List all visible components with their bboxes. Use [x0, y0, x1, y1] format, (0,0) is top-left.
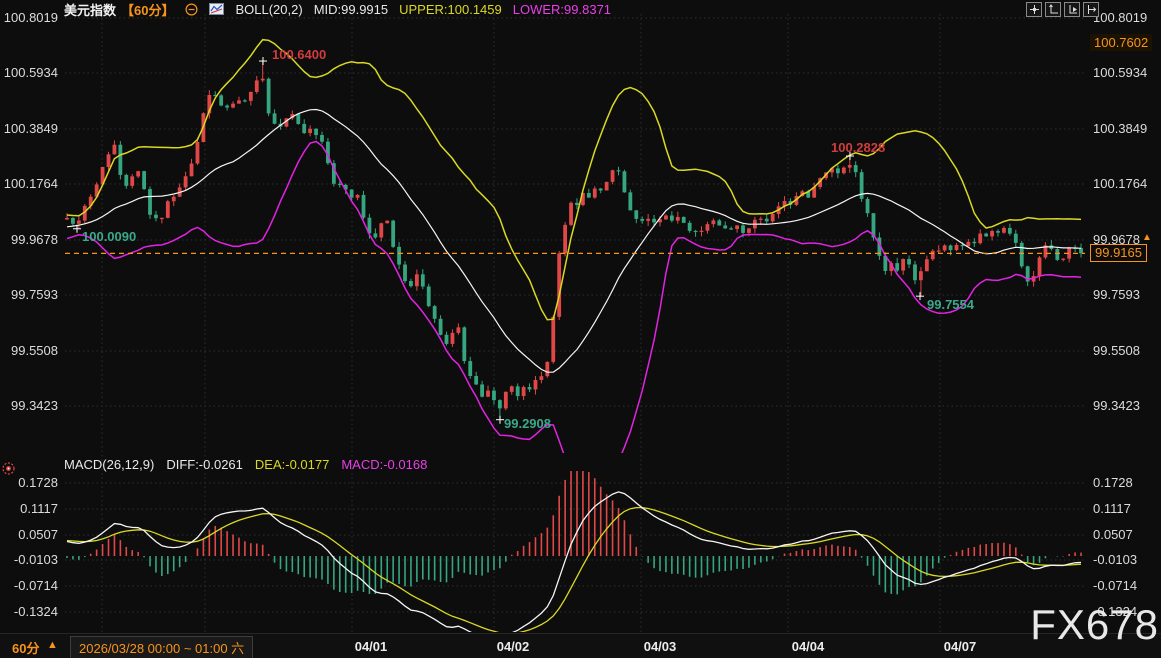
- price-annotation: 100.2828: [831, 140, 886, 155]
- date-range-box: 2026/03/28 00:00 ~ 01:00 六: [70, 636, 254, 658]
- session-high-label: 100.7602: [1090, 34, 1153, 51]
- macd-tick-label: -0.1324: [13, 604, 58, 619]
- price-tick-label: 99.3423: [1093, 398, 1140, 413]
- date-label: 04/03: [643, 639, 677, 654]
- price-tick-label: 100.5934: [3, 65, 58, 80]
- price-tick-label: 99.5508: [11, 343, 58, 358]
- chart-toolbar: [1026, 2, 1099, 17]
- last-price-box: 99.9165: [1090, 244, 1147, 262]
- macd-header: MACD(26,12,9) DIFF:-0.0261 DEA:-0.0177 M…: [64, 457, 427, 472]
- macd-tick-label: 0.0507: [1093, 527, 1133, 542]
- watermark: FX678: [1030, 601, 1159, 648]
- price-tick-label: 100.3849: [3, 121, 58, 136]
- mini-chart-icon: [209, 3, 225, 15]
- price-tick-label: 100.8019: [3, 10, 58, 25]
- boll-upper-value: UPPER:100.1459: [399, 1, 502, 17]
- price-tick-label: 99.9678: [11, 232, 58, 247]
- price-annotation: 99.2908: [504, 416, 551, 431]
- price-tick-label: 99.9678: [1093, 232, 1140, 247]
- date-label: 04/07: [943, 639, 977, 654]
- price-tick-label: 99.7593: [1093, 287, 1140, 302]
- price-tick-label: 100.8019: [1093, 10, 1148, 25]
- date-label: 04/01: [354, 639, 388, 654]
- bottom-bar: 60分 ▲ 2026/03/28 00:00 ~ 01:00 六: [0, 633, 1161, 658]
- boll-indicator-label: BOLL(20,2): [235, 1, 303, 17]
- collapse-icon[interactable]: [185, 2, 198, 16]
- macd-tick-label: -0.1324: [1093, 604, 1138, 619]
- price-tick-label: 99.5508: [1093, 343, 1140, 358]
- period-dropdown-icon[interactable]: ▲: [47, 639, 58, 651]
- chart-header: 美元指数 【60分】 BOLL(20,2) MID:99.9915 UPPER:…: [64, 1, 612, 18]
- macd-tick-label: -0.0714: [1093, 578, 1138, 593]
- macd-tick-label: 0.1117: [1093, 501, 1131, 516]
- price-tick-label: 100.1764: [3, 176, 58, 191]
- symbol-title: 美元指数: [64, 2, 117, 18]
- shift-right-icon[interactable]: [1083, 2, 1099, 17]
- macd-diff-value: DIFF:-0.0261: [166, 457, 243, 472]
- price-annotation: 100.6400: [272, 47, 327, 62]
- macd-tick-label: -0.0103: [13, 552, 58, 567]
- macd-tick-label: 0.1117: [20, 501, 58, 516]
- macd-tick-label: 0.0507: [18, 527, 58, 542]
- macd-tick-label: -0.0714: [13, 578, 58, 593]
- pan-icon[interactable]: [1026, 2, 1042, 17]
- price-tick-label: 100.1764: [1093, 176, 1148, 191]
- price-tick-label: 99.7593: [11, 287, 58, 302]
- boll-mid-value: MID:99.9915: [313, 1, 389, 17]
- macd-tick-label: -0.0103: [1093, 552, 1138, 567]
- period-label: 60分: [12, 641, 40, 656]
- price-annotation: 99.7554: [927, 297, 974, 312]
- price-annotation: 100.0090: [82, 229, 137, 244]
- price-tick-label: 99.3423: [11, 398, 58, 413]
- macd-dea-value: DEA:-0.0177: [254, 457, 330, 472]
- y-axis-scale-icon[interactable]: [1045, 2, 1061, 17]
- macd-value: MACD:-0.0168: [341, 457, 428, 472]
- jump-to-latest-icon[interactable]: ▲: [1142, 232, 1152, 243]
- price-tick-label: 100.5934: [1093, 65, 1148, 80]
- date-label: 04/02: [496, 639, 530, 654]
- date-label: 04/04: [791, 639, 825, 654]
- boll-lower-value: LOWER:99.8371: [512, 1, 612, 17]
- indicator-target-icon[interactable]: [1, 461, 16, 481]
- macd-tick-label: 0.1728: [1093, 475, 1133, 490]
- macd-tick-label: 0.1728: [18, 475, 58, 490]
- macd-indicator-label: MACD(26,12,9): [64, 457, 155, 472]
- period-tag: 【60分】: [121, 2, 175, 18]
- x-axis-scale-icon[interactable]: [1064, 2, 1080, 17]
- price-tick-label: 100.3849: [1093, 121, 1148, 136]
